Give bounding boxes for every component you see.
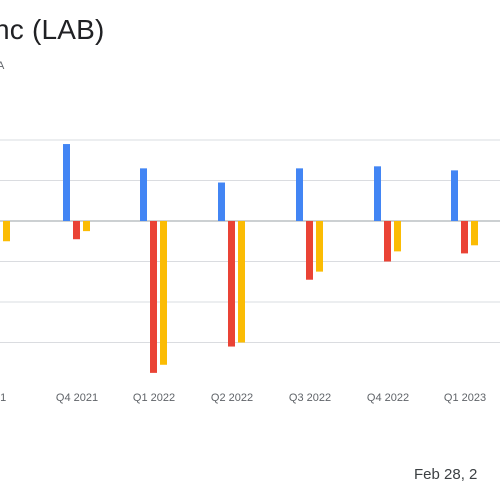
x-tick-label: Q4 2022	[367, 392, 409, 404]
bar	[394, 221, 401, 252]
gridlines	[0, 139, 500, 343]
bar	[63, 144, 70, 221]
x-tick-label: Q3 2022	[289, 392, 331, 404]
bar	[160, 221, 167, 365]
x-tick-label: 021	[0, 392, 6, 404]
x-tick-label: Q4 2021	[56, 392, 98, 404]
x-tick-label: Q2 2022	[211, 392, 253, 404]
bar	[238, 221, 245, 343]
bar	[471, 221, 478, 246]
bar	[461, 221, 468, 254]
bar	[306, 221, 313, 280]
bar	[296, 168, 303, 221]
bar	[384, 221, 391, 262]
bar	[374, 166, 381, 221]
chart-subtitle: A	[0, 60, 5, 72]
bar	[218, 182, 225, 221]
bar	[228, 221, 235, 347]
x-axis-labels: 021 Q4 2021 Q1 2022 Q2 2022 Q3 2022 Q4 2022 Q1…	[0, 392, 486, 404]
x-tick-label: Q1 2022	[133, 392, 175, 404]
bar	[73, 221, 80, 240]
bar	[83, 221, 90, 232]
bar	[150, 221, 157, 373]
chart-title: nc (LAB)	[0, 14, 105, 45]
bar	[451, 170, 458, 221]
bar	[3, 221, 10, 242]
bar	[316, 221, 323, 272]
bar	[140, 168, 147, 221]
date-footer: Feb 28, 2	[414, 466, 478, 483]
x-tick-label: Q1 2023	[444, 392, 486, 404]
bars	[3, 144, 478, 373]
